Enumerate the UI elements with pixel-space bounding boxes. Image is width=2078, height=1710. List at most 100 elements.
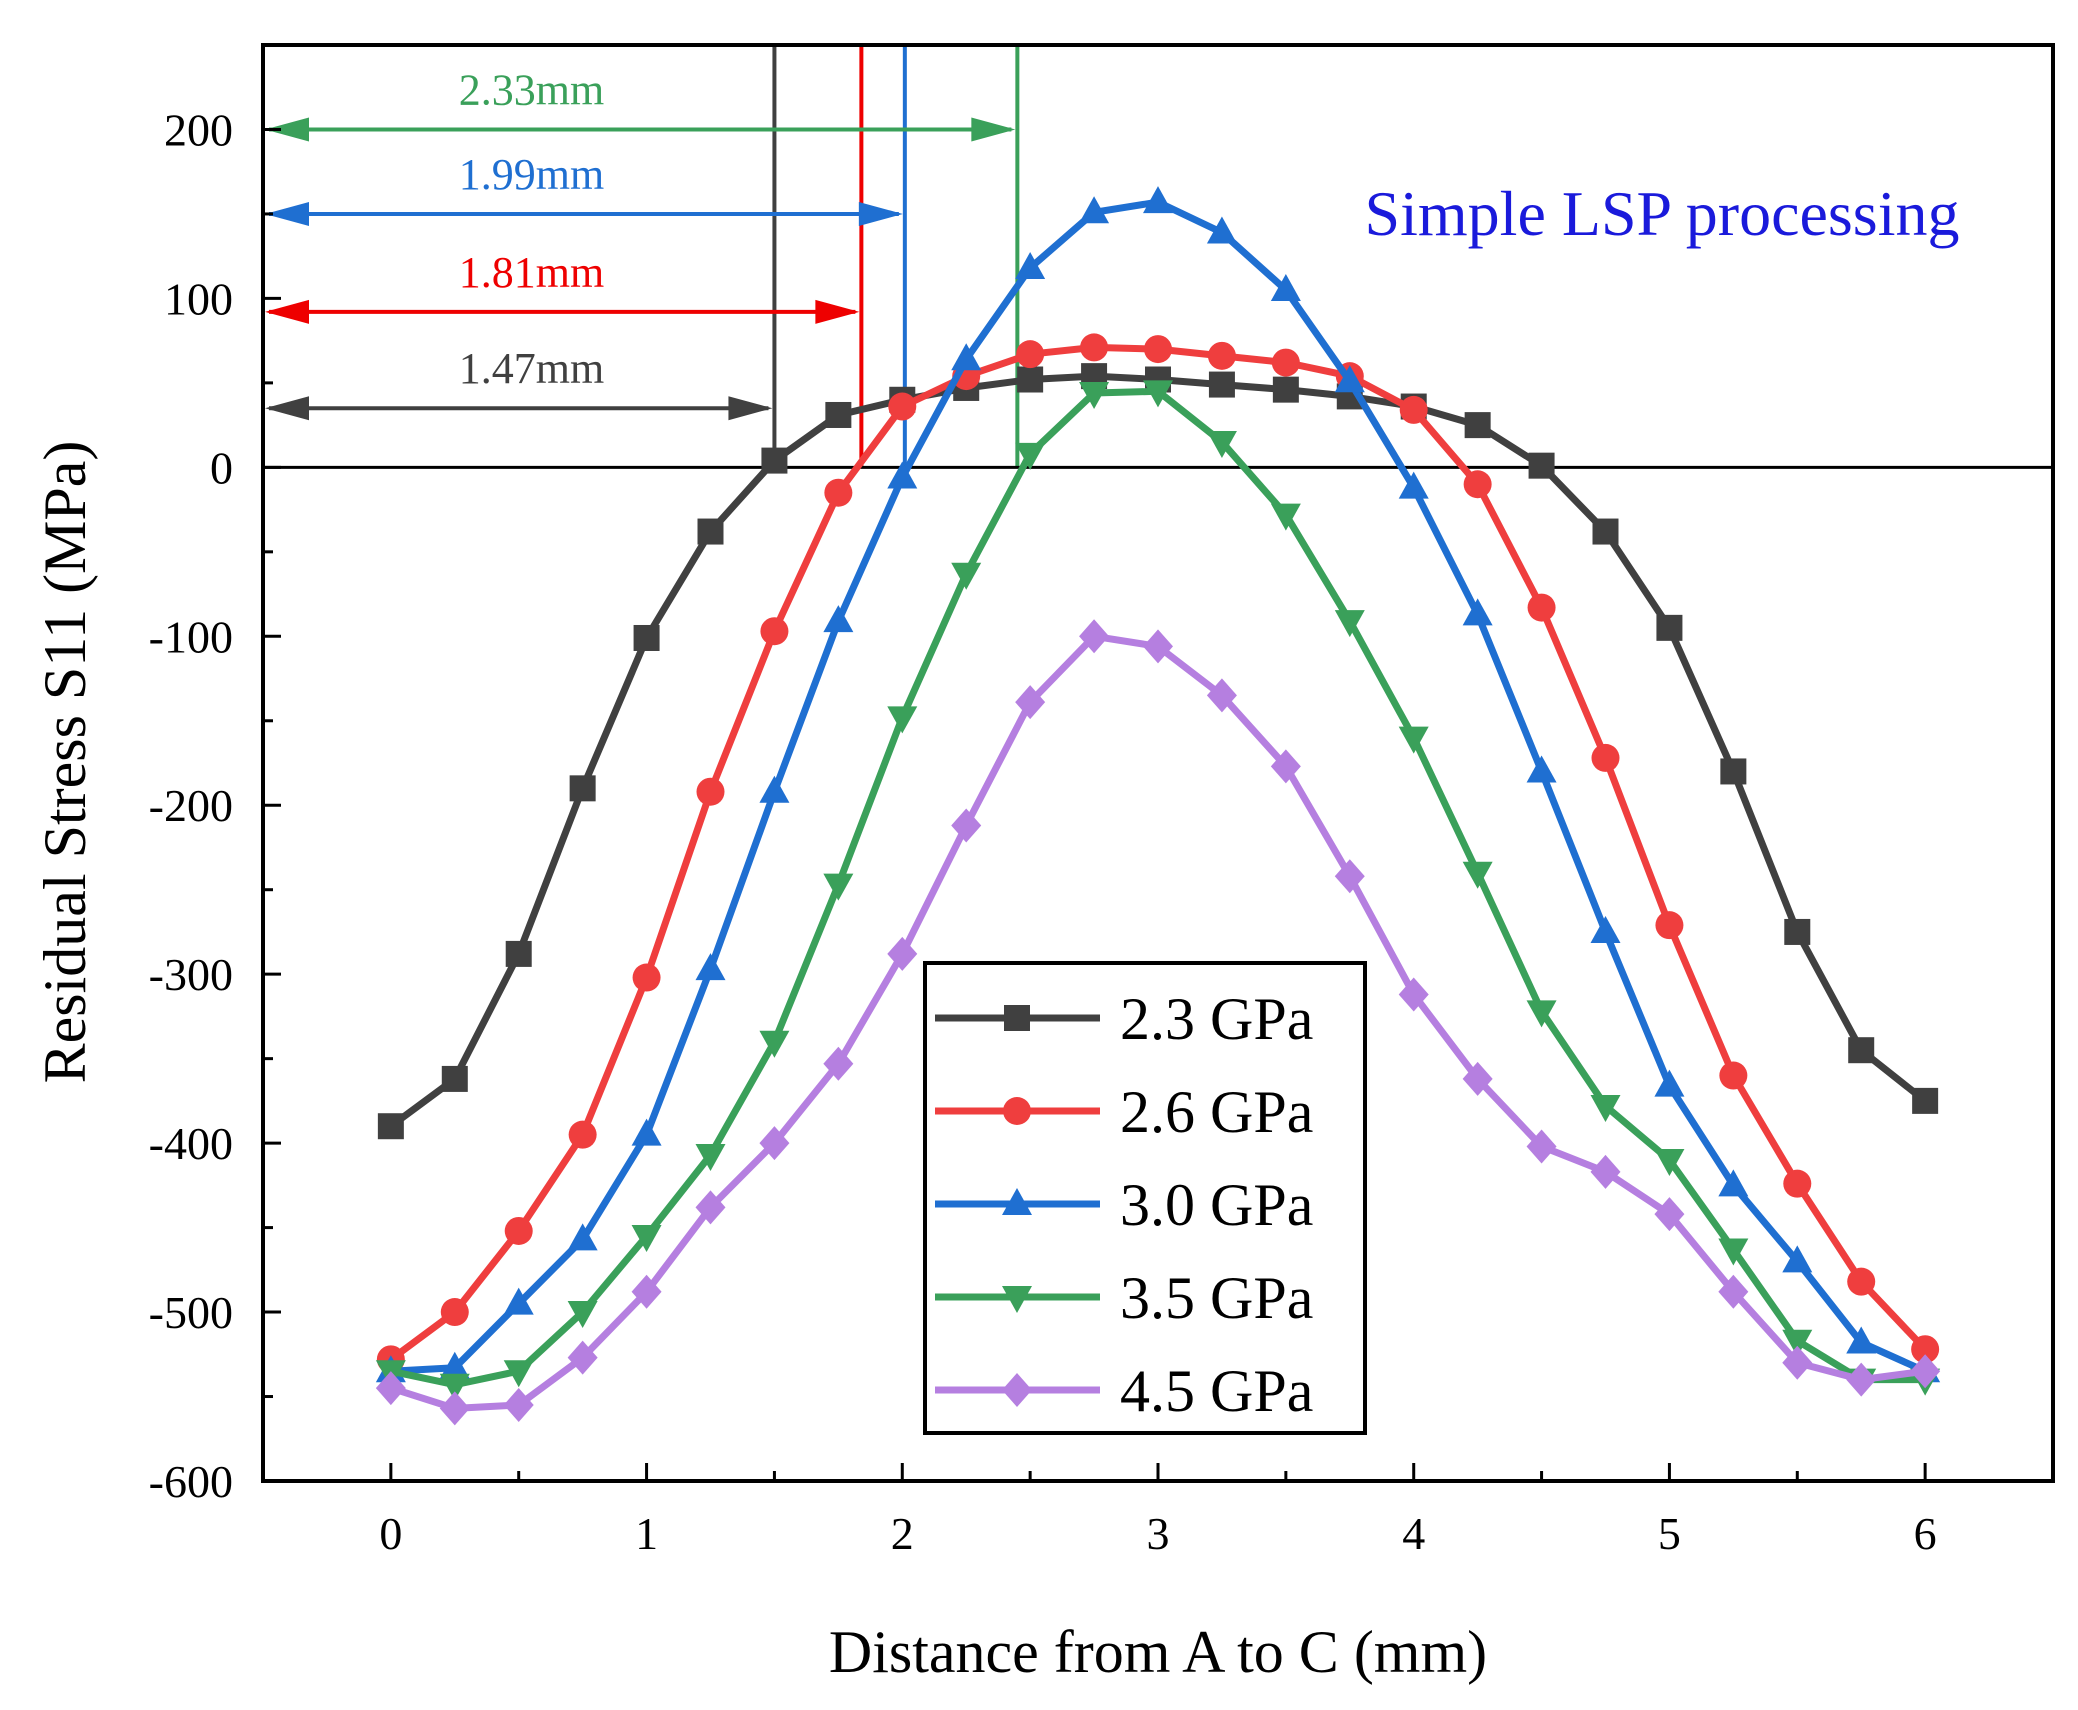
data-point — [631, 1118, 662, 1146]
data-point — [759, 1030, 790, 1058]
data-point — [1002, 1373, 1032, 1407]
data-point — [1782, 1329, 1813, 1357]
data-point — [1526, 1000, 1557, 1028]
data-point — [1143, 186, 1173, 214]
data-point — [439, 1391, 470, 1426]
data-point — [1911, 1335, 1940, 1364]
series-2-3-gpa — [377, 363, 1939, 1140]
data-point — [1270, 749, 1301, 784]
data-point — [1720, 758, 1747, 785]
data-point — [1144, 335, 1172, 364]
data-point — [1847, 1267, 1876, 1296]
series-3-0-gpa — [375, 186, 1941, 1383]
data-point — [1463, 470, 1492, 499]
data-point — [1462, 598, 1493, 626]
data-point — [1004, 1005, 1030, 1031]
data-point — [440, 1298, 469, 1327]
data-point — [1206, 431, 1237, 459]
data-point — [1848, 1037, 1875, 1064]
x-axis-title: Distance from A to C (mm) — [829, 1619, 1487, 1685]
data-point — [761, 447, 788, 474]
series-3-5-gpa — [375, 380, 1941, 1401]
data-point — [1399, 395, 1428, 424]
data-point — [503, 1360, 534, 1388]
data-point — [568, 1120, 597, 1149]
data-point — [439, 1373, 470, 1401]
legend-item: 3.0 GPa — [935, 1172, 1313, 1238]
annotation-1-47mm: 1.47mm — [265, 45, 777, 468]
legend: 2.3 GPa 2.6 GPa 3.0 GPa 3.5 GPa 4.5 GPa — [923, 961, 1367, 1435]
data-point — [887, 706, 918, 734]
data-point — [1270, 273, 1301, 301]
data-point — [1590, 1154, 1621, 1189]
x-tick-label: 6 — [1914, 1508, 1937, 1559]
data-point — [1079, 196, 1110, 224]
data-point — [633, 624, 660, 651]
annotation-1-81mm: 1.81mm — [265, 45, 864, 468]
data-point — [1270, 503, 1301, 531]
annotation-arrowhead-left — [265, 396, 309, 421]
data-point — [823, 873, 854, 901]
data-point — [1462, 861, 1493, 889]
annotation-arrowhead-left — [265, 201, 309, 226]
data-point — [759, 775, 790, 803]
data-point — [1016, 340, 1045, 369]
y-tick-label: -300 — [149, 949, 233, 1000]
data-point — [1910, 1354, 1941, 1389]
data-point — [1654, 1149, 1685, 1177]
data-point — [759, 1126, 790, 1161]
data-point — [567, 1301, 598, 1329]
data-point — [569, 775, 596, 802]
legend-label: 2.6 GPa — [1120, 1079, 1313, 1145]
annotation-arrowhead-right — [815, 299, 860, 324]
data-point — [1206, 216, 1237, 244]
data-point — [1143, 380, 1173, 408]
legend-label: 4.5 GPa — [1120, 1358, 1313, 1424]
data-point — [1718, 1169, 1749, 1197]
legend-label: 3.5 GPa — [1120, 1265, 1313, 1331]
annotation-arrowhead-left — [265, 299, 309, 324]
data-point — [951, 343, 982, 371]
annotation-label: 1.99mm — [459, 150, 604, 199]
data-point — [632, 963, 661, 992]
data-point — [1783, 1169, 1812, 1198]
data-point — [1592, 518, 1619, 545]
series-4-5-gpa — [375, 619, 1941, 1426]
x-tick-label: 0 — [379, 1508, 402, 1559]
legend-item: 4.5 GPa — [935, 1358, 1313, 1424]
data-point — [377, 1113, 404, 1140]
data-point — [1398, 977, 1429, 1012]
series-layer — [375, 186, 1941, 1426]
data-point — [1655, 911, 1684, 940]
annotation-arrowhead-right — [971, 117, 1016, 142]
data-point — [1334, 859, 1365, 894]
data-point — [1526, 1129, 1557, 1164]
data-point — [631, 1274, 662, 1309]
data-point — [695, 1143, 726, 1171]
data-point — [567, 1340, 598, 1375]
annotation-label: 2.33mm — [459, 65, 604, 114]
data-point — [505, 940, 532, 967]
data-point — [1527, 593, 1556, 622]
data-point — [1718, 1238, 1749, 1266]
dimension-annotations: 1.47mm 1.81mm 1.99mm 2.33mm — [265, 45, 1020, 468]
data-point — [760, 617, 789, 646]
data-point — [1002, 1188, 1032, 1215]
data-point — [1912, 1087, 1939, 1114]
data-point — [1718, 1274, 1749, 1309]
y-tick-label: -500 — [149, 1287, 233, 1338]
y-tick-label: 200 — [164, 104, 233, 155]
data-point — [825, 401, 852, 428]
data-point — [1002, 1286, 1032, 1313]
x-tick-label: 5 — [1658, 1508, 1681, 1559]
data-point — [951, 808, 982, 843]
data-point — [1654, 1197, 1685, 1232]
x-tick-label: 1 — [635, 1508, 658, 1559]
data-point — [1206, 678, 1237, 713]
data-point — [1208, 371, 1235, 398]
legend-item: 2.6 GPa — [935, 1079, 1313, 1145]
data-point — [1654, 1069, 1685, 1097]
data-point — [1590, 915, 1621, 943]
legend-frame — [923, 961, 1367, 1435]
